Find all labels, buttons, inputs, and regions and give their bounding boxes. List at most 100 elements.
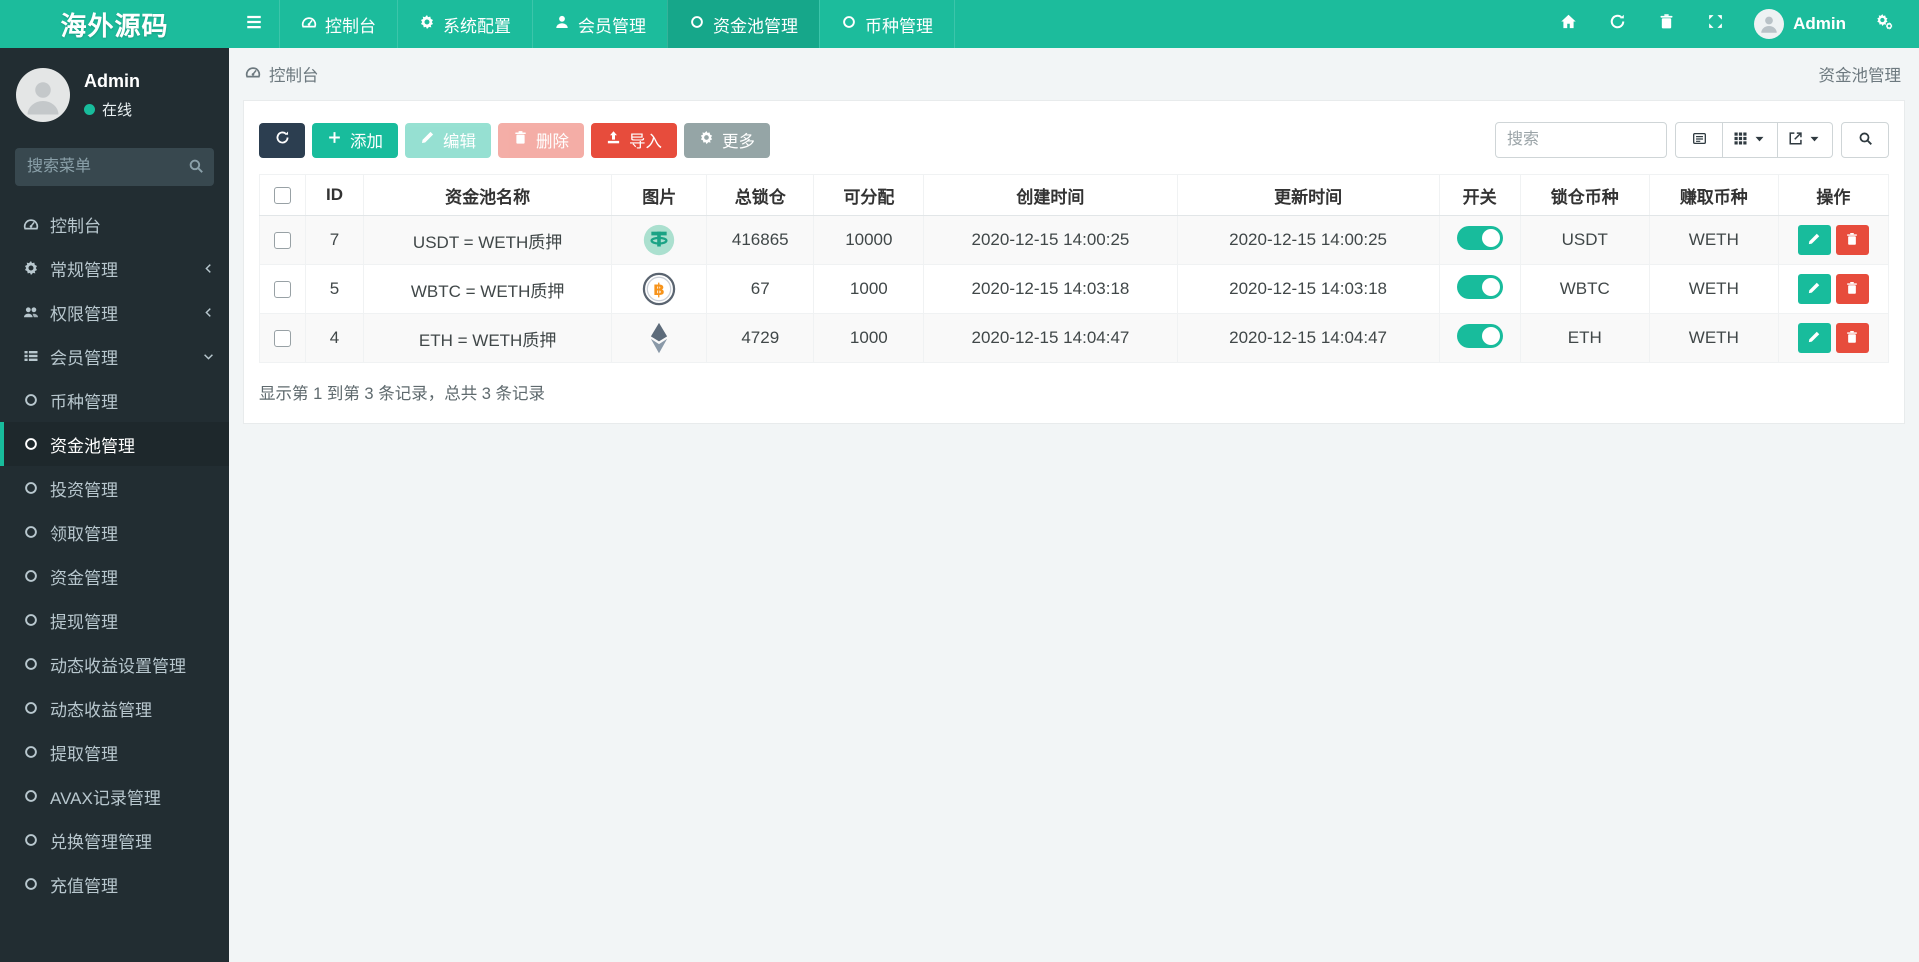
search-toggle-button[interactable]: [1841, 122, 1889, 158]
sidebar-item-币种管理[interactable]: 币种管理: [0, 378, 229, 422]
clear-cache-button[interactable]: [1642, 0, 1691, 48]
refresh-icon: [1609, 13, 1626, 35]
pools-table: ID 资金池名称 图片 总锁仓 可分配 创建时间 更新时间 开关 锁仓币种 赚取币种 操作 7 USD…: [258, 174, 1890, 363]
circle-o-icon: [23, 524, 50, 540]
sidebar-user-panel: Admin 在线: [0, 48, 229, 138]
pencil-icon: [420, 130, 435, 150]
trash-icon: [1845, 330, 1859, 347]
menu-search-input[interactable]: [15, 148, 214, 186]
add-button-label: 添加: [350, 133, 383, 151]
navbar-tab-系统配置[interactable]: 系统配置: [397, 0, 532, 48]
avatar: [16, 68, 70, 122]
fullscreen-button[interactable]: [1691, 0, 1740, 48]
sidebar-item-提取管理[interactable]: 提取管理: [0, 730, 229, 774]
sidebar-item-label: 充值管理: [50, 876, 118, 896]
sidebar-item-控制台[interactable]: 控制台: [0, 202, 229, 246]
home-button[interactable]: [1544, 0, 1593, 48]
column-header-更新时间: 更新时间: [1176, 174, 1440, 216]
sidebar-item-资金池管理[interactable]: 资金池管理: [0, 422, 229, 466]
sidebar-item-领取管理[interactable]: 领取管理: [0, 510, 229, 554]
gear-icon: [699, 130, 714, 150]
search-icon: [188, 158, 204, 179]
record-summary: 显示第 1 到第 3 条记录，总共 3 条记录: [259, 385, 546, 403]
earn-coin: WETH: [1648, 313, 1779, 363]
circle-o-icon: [23, 788, 50, 804]
top-navbar: 海外源码 控制台 系统配置 会员管理 资金池管理 币种管理 Admin: [0, 0, 1919, 48]
delete-row-button[interactable]: [1835, 274, 1869, 304]
sidebar-item-动态收益管理[interactable]: 动态收益管理: [0, 686, 229, 730]
sidebar-item-AVAX记录管理[interactable]: AVAX记录管理: [0, 774, 229, 818]
sidebar-item-充值管理[interactable]: 充值管理: [0, 862, 229, 906]
pencil-icon: [1807, 330, 1821, 347]
total-locked: 416865: [706, 215, 815, 265]
pool-name: ETH = WETH质押: [363, 313, 613, 363]
circle-o-icon: [23, 436, 50, 452]
navbar-tab-币种管理[interactable]: 币种管理: [819, 0, 955, 48]
sidebar-search: [15, 148, 214, 186]
edit-row-button[interactable]: [1797, 274, 1831, 304]
more-button[interactable]: 更多: [684, 122, 770, 158]
table-search-input[interactable]: [1495, 122, 1667, 158]
row-select-cell: [258, 313, 307, 363]
breadcrumb[interactable]: 控制台: [245, 62, 319, 86]
sidebar-item-资金管理[interactable]: 资金管理: [0, 554, 229, 598]
refresh-icon: [275, 130, 290, 150]
add-button[interactable]: 添加: [312, 122, 398, 158]
bars-icon: [245, 13, 263, 36]
sidebar-menu: 控制台 常规管理 权限管理 会员管理 币种管理 资金池管理 投资管理 领取管理 资金管理 提现管理…: [0, 202, 229, 906]
gears-icon: [1876, 13, 1893, 35]
settings-button[interactable]: [1860, 0, 1909, 48]
export-button[interactable]: [1778, 122, 1833, 158]
home-icon: [1560, 13, 1577, 35]
sidebar-item-常规管理[interactable]: 常规管理: [0, 246, 229, 290]
user-menu[interactable]: Admin: [1740, 0, 1860, 48]
sidebar-toggle-button[interactable]: [229, 0, 279, 48]
switch-cell: [1438, 264, 1521, 314]
user-icon: [1759, 10, 1779, 39]
row-id: 7: [305, 215, 365, 265]
lock-coin: ETH: [1519, 313, 1650, 363]
switch-cell: [1438, 313, 1521, 363]
row-switch-toggle[interactable]: [1456, 225, 1503, 250]
navbar-tab-label: 系统配置: [443, 16, 511, 36]
allocatable: 1000: [813, 313, 925, 363]
import-button[interactable]: 导入: [591, 122, 677, 158]
edit-row-button[interactable]: [1797, 323, 1831, 353]
refresh-button[interactable]: [1593, 0, 1642, 48]
sidebar-item-label: 兑换管理管理: [50, 832, 152, 852]
navbar-tab-控制台[interactable]: 控制台: [279, 0, 397, 48]
sidebar-item-投资管理[interactable]: 投资管理: [0, 466, 229, 510]
sidebar-item-提现管理[interactable]: 提现管理: [0, 598, 229, 642]
brand-logo: 海外源码: [0, 0, 229, 48]
refresh-table-button[interactable]: [259, 122, 305, 158]
row-switch-toggle[interactable]: [1456, 274, 1503, 299]
circle-o-icon: [23, 392, 50, 408]
navbar-tab-资金池管理[interactable]: 资金池管理: [667, 0, 819, 48]
row-checkbox[interactable]: [274, 232, 291, 250]
row-checkbox[interactable]: [274, 330, 291, 348]
trash-icon: [513, 130, 528, 150]
sidebar-item-会员管理[interactable]: 会员管理: [0, 334, 229, 378]
columns-button[interactable]: [1723, 122, 1778, 158]
updated-time: 2020-12-15 14:03:18: [1176, 264, 1440, 314]
delete-row-button[interactable]: [1835, 323, 1869, 353]
online-status: 在线: [84, 99, 140, 120]
sidebar-item-动态收益设置管理[interactable]: 动态收益设置管理: [0, 642, 229, 686]
sidebar-item-权限管理[interactable]: 权限管理: [0, 290, 229, 334]
navbar-tab-会员管理[interactable]: 会员管理: [532, 0, 667, 48]
delete-row-button[interactable]: [1835, 225, 1869, 255]
edit-row-button[interactable]: [1797, 225, 1831, 255]
detail-view-button[interactable]: [1675, 122, 1723, 158]
select-all-checkbox[interactable]: [274, 187, 291, 205]
trash-icon: [1658, 13, 1675, 35]
pool-image-cell: [611, 313, 708, 363]
table-row: 5 WBTC = WETH质押฿ 67 1000 2020-12-15 14:03:18…: [258, 264, 1890, 314]
chevron-down-icon: [202, 350, 215, 363]
navbar-tabs: 控制台 系统配置 会员管理 资金池管理 币种管理: [279, 0, 955, 48]
column-header-ID: ID: [305, 174, 365, 216]
delete-button[interactable]: 删除: [498, 122, 584, 158]
row-switch-toggle[interactable]: [1456, 323, 1503, 348]
edit-button[interactable]: 编辑: [405, 122, 491, 158]
row-checkbox[interactable]: [274, 281, 291, 299]
sidebar-item-兑换管理管理[interactable]: 兑换管理管理: [0, 818, 229, 862]
